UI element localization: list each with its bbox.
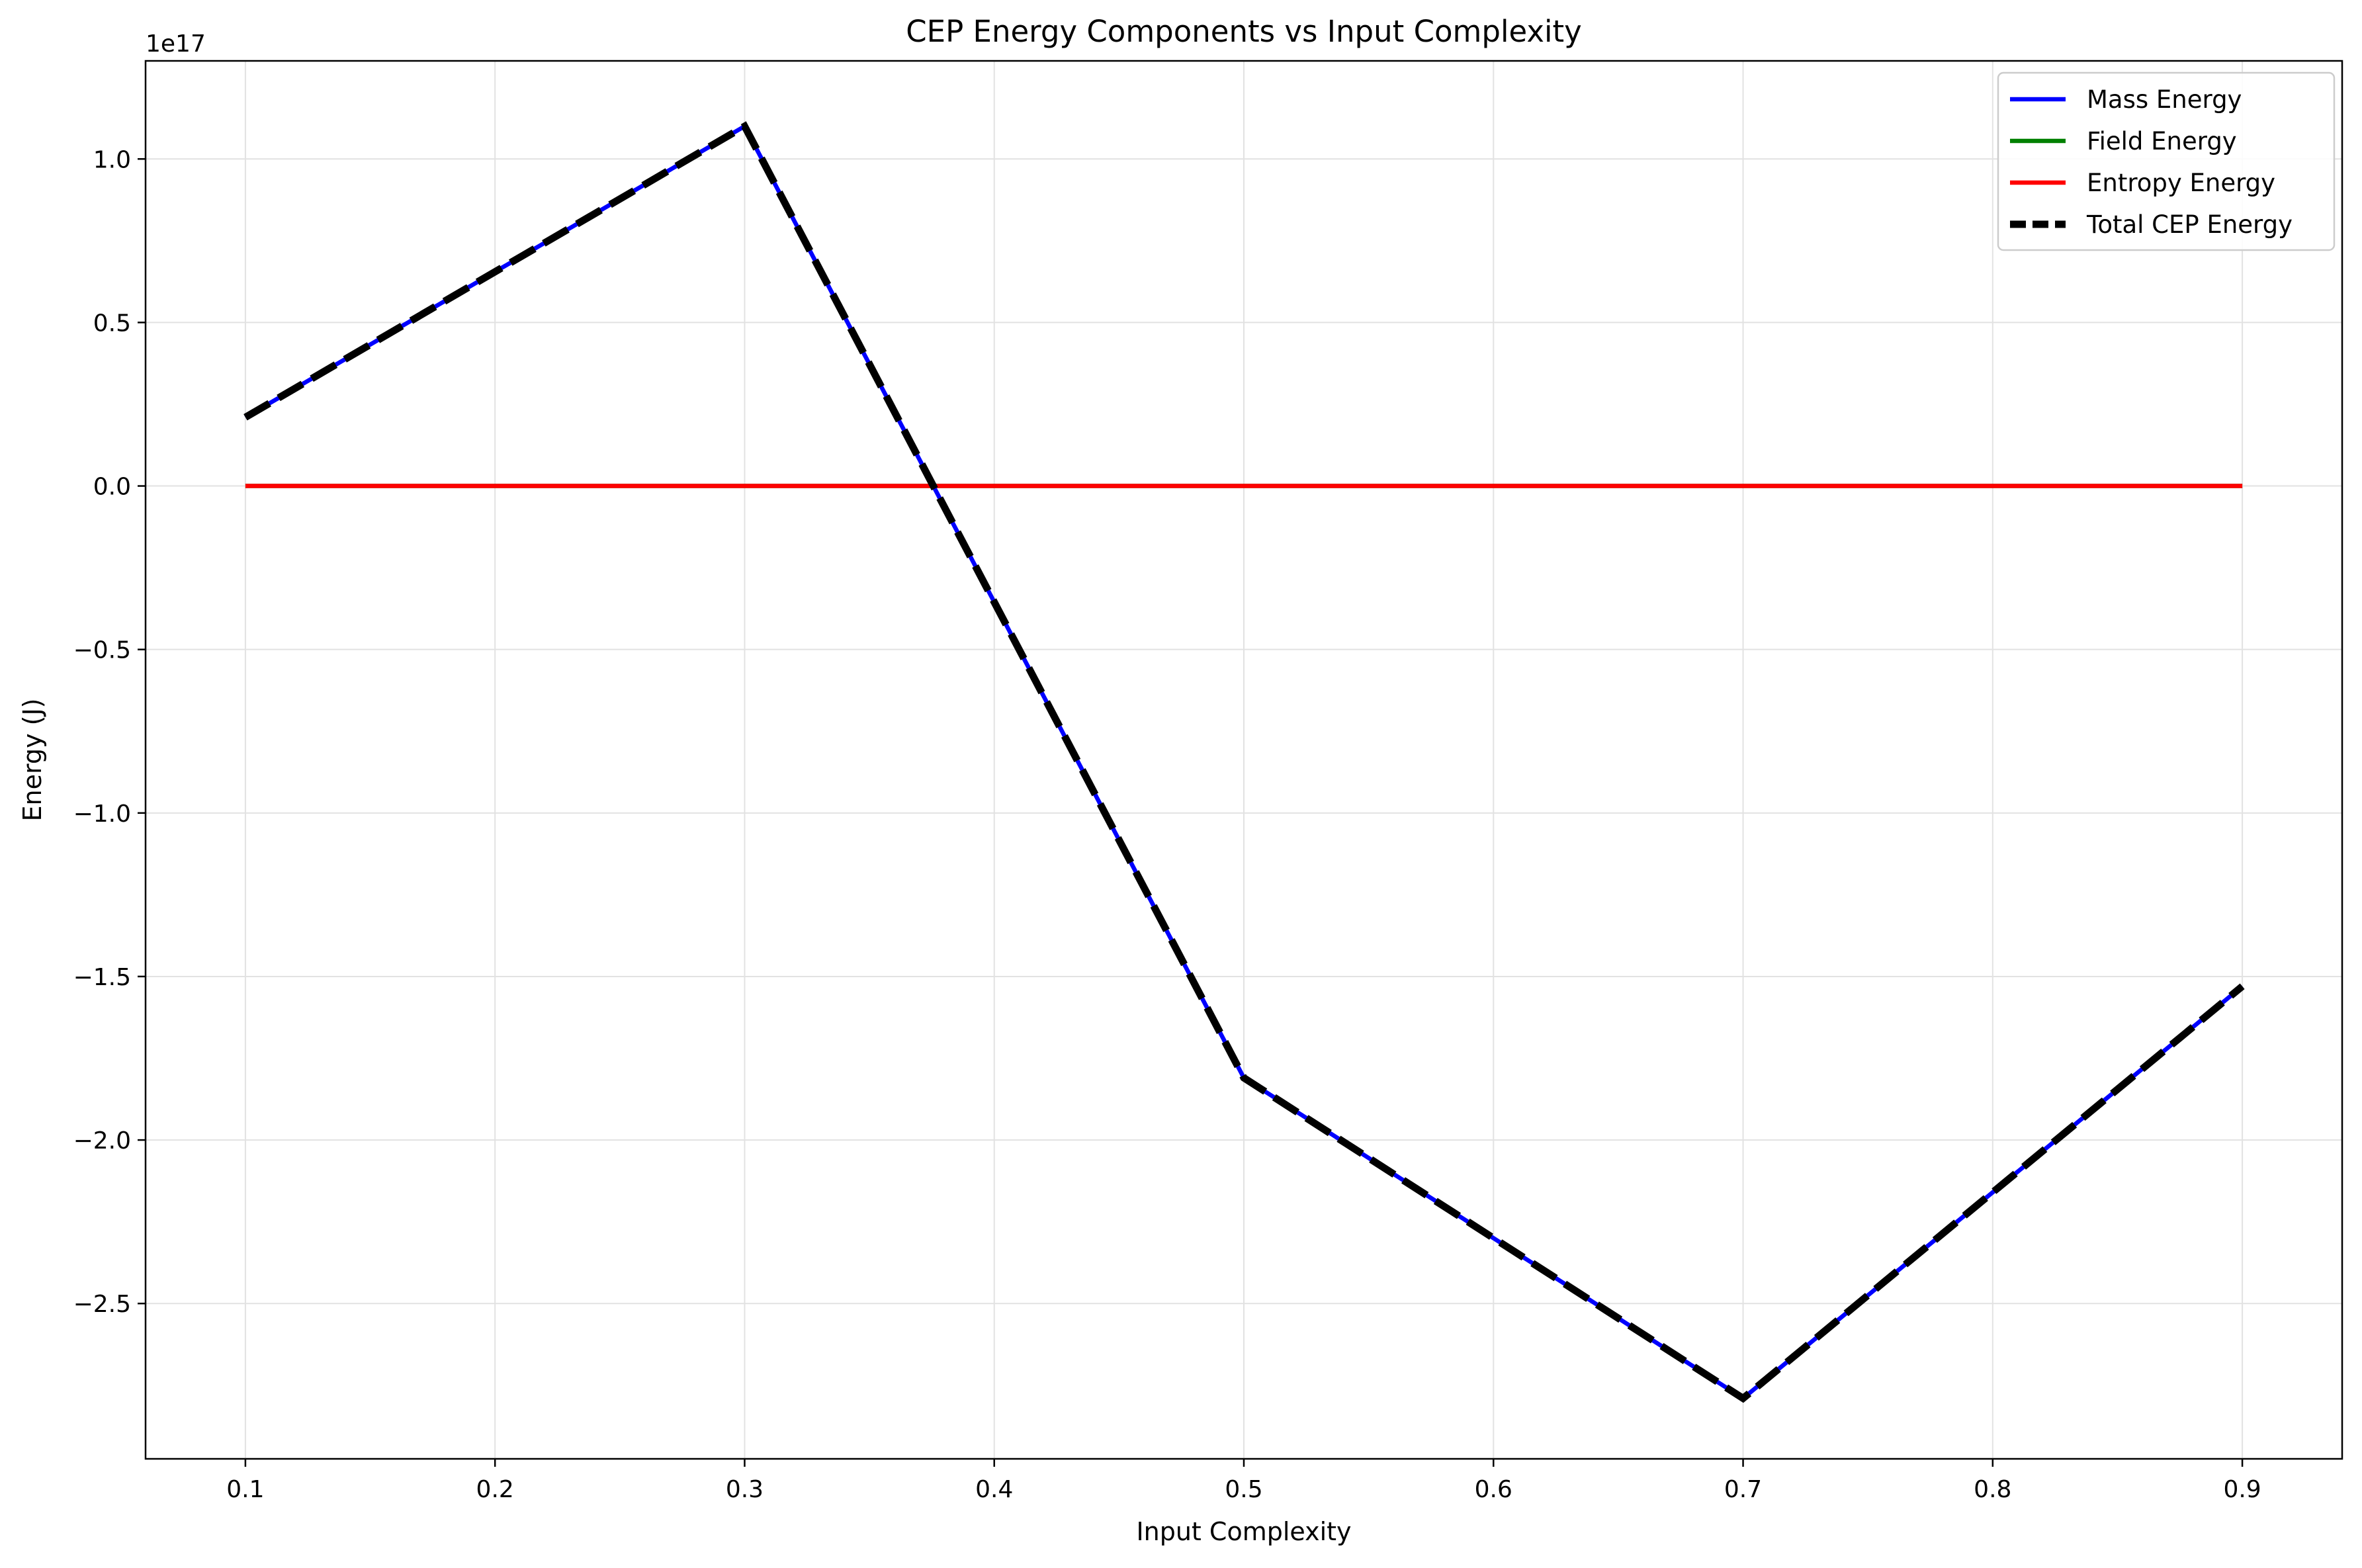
legend-label: Mass Energy xyxy=(2087,85,2242,114)
y-tick-label: 0.5 xyxy=(93,310,131,337)
legend-label: Total CEP Energy xyxy=(2086,210,2293,239)
x-tick-label: 0.2 xyxy=(476,1476,514,1503)
x-axis-label: Input Complexity xyxy=(1136,1517,1351,1546)
x-tick-label: 0.7 xyxy=(1724,1476,1762,1503)
y-tick-label: −0.5 xyxy=(73,637,131,664)
legend-label: Entropy Energy xyxy=(2087,169,2275,197)
x-tick-label: 0.5 xyxy=(1225,1476,1262,1503)
y-tick-label: −2.0 xyxy=(73,1127,131,1154)
x-tick-label: 0.3 xyxy=(726,1476,764,1503)
y-tick-label: 0.0 xyxy=(93,474,131,501)
legend-box xyxy=(1997,71,2336,251)
grid xyxy=(146,61,2342,1459)
x-tick-label: 0.4 xyxy=(975,1476,1013,1503)
legend-label: Field Energy xyxy=(2087,127,2237,155)
y-tick-label: 1.0 xyxy=(93,146,131,173)
y-axis-offset-label: 1e17 xyxy=(146,30,206,58)
x-axis-ticks: 0.1 0.2 0.3 0.4 0.5 0.6 0.7 0.8 0.9 xyxy=(226,1459,2261,1503)
x-tick-label: 0.9 xyxy=(2223,1476,2261,1503)
series-lines xyxy=(243,121,2245,1403)
y-tick-label: −1.0 xyxy=(73,801,131,828)
legend: Mass Energy Field Energy Entropy Energy Tot… xyxy=(1997,71,2336,251)
y-tick-label: −1.5 xyxy=(73,964,131,991)
x-tick-label: 0.8 xyxy=(1974,1476,2011,1503)
series-line-total-cep-energy xyxy=(243,121,2245,1403)
x-tick-label: 0.6 xyxy=(1475,1476,1512,1503)
x-tick-label: 0.1 xyxy=(226,1476,264,1503)
y-axis-label: Energy (J) xyxy=(18,699,47,822)
chart-title: CEP Energy Components vs Input Complexit… xyxy=(906,14,1582,49)
y-axis-ticks: 1.0 0.5 0.0 −0.5 −1.0 −1.5 −2.0 −2.5 xyxy=(73,146,146,1318)
y-tick-label: −2.5 xyxy=(73,1291,131,1318)
